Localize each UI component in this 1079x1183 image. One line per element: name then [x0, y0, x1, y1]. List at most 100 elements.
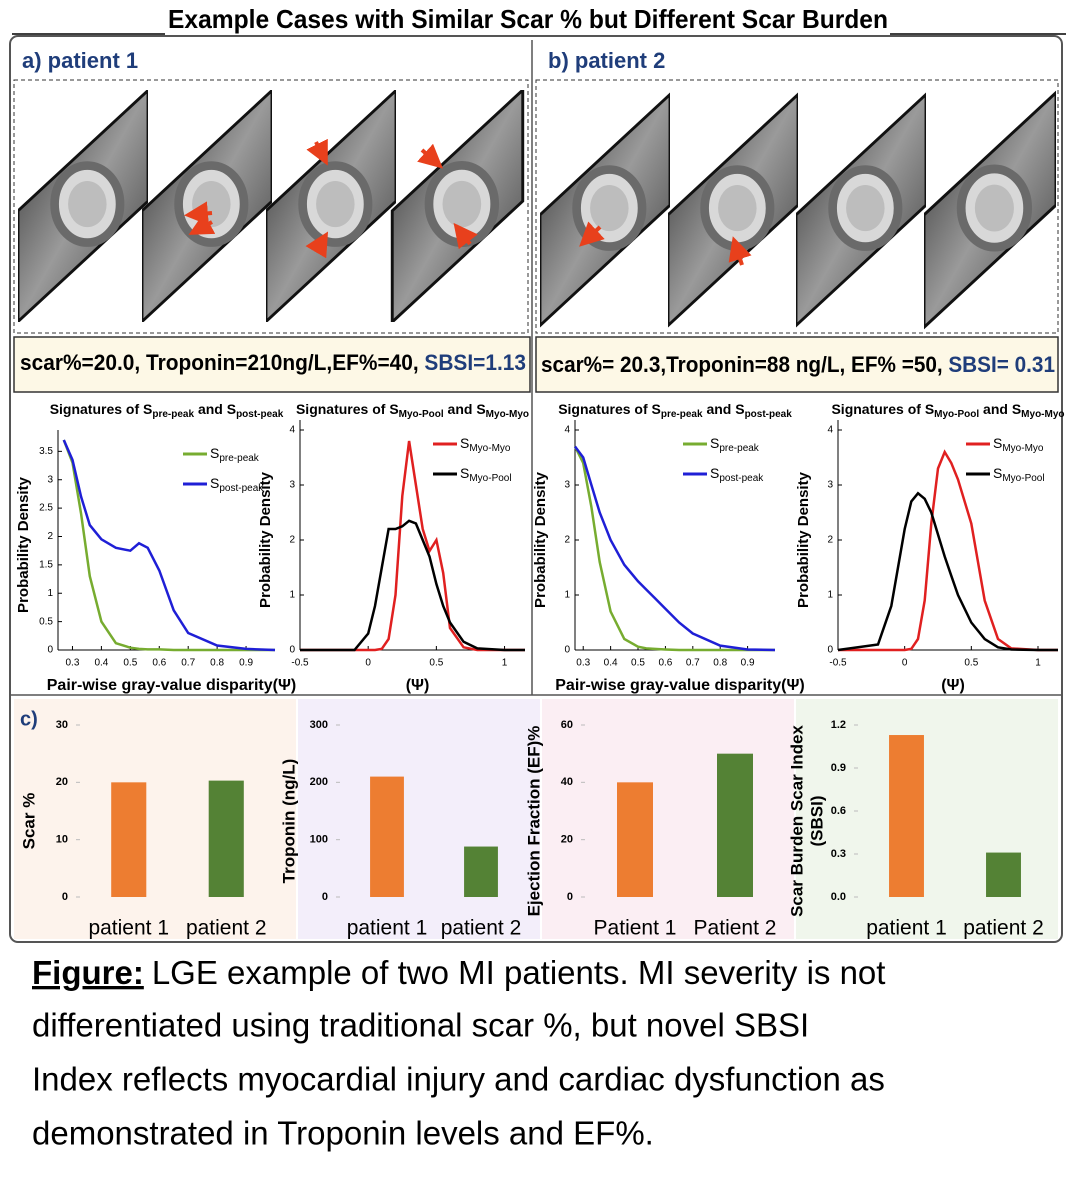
- y-tick-label: 0: [289, 645, 295, 656]
- bar: [111, 782, 147, 897]
- series-line: [837, 491, 1058, 652]
- y-tick-label: 60: [561, 719, 573, 731]
- legend-label: SMyo-Pool: [460, 465, 512, 484]
- series-line: [62, 439, 275, 652]
- x-axis-label: Pair-wise gray-value disparity(Ψ): [555, 677, 804, 694]
- panel-bg: [14, 699, 296, 939]
- legend-label: SMyo-Myo: [993, 435, 1044, 454]
- x-tick-label: Patient 2: [694, 917, 777, 940]
- y-tick-label: 0: [564, 645, 570, 656]
- chart-title: Signatures of Spre-peak and Spost-peak: [50, 401, 284, 420]
- y-tick-label: 2: [564, 535, 570, 546]
- y-tick-label: 2: [289, 535, 295, 546]
- text-part: S: [993, 465, 1002, 481]
- x-tick-label: 0.9: [741, 658, 755, 669]
- y-tick-label: 0: [62, 891, 68, 903]
- y-tick-label: 300: [310, 719, 328, 731]
- x-tick-label: 0: [902, 658, 908, 669]
- text-part: S: [460, 465, 469, 481]
- series-line: [300, 440, 525, 652]
- x-tick-label: 1: [502, 658, 508, 669]
- y-tick-label: 1.2: [831, 719, 846, 731]
- text-part: Signatures of S: [296, 401, 399, 417]
- x-tick-label: -0.5: [829, 658, 847, 669]
- y-tick-label: 1: [47, 588, 53, 599]
- y-tick-label: 3: [827, 480, 833, 491]
- panel-bg: [298, 699, 540, 939]
- y-axis-label: Scar Burden Scar Index: [787, 725, 806, 917]
- legend-label: SMyo-Myo: [460, 435, 511, 454]
- x-tick-label: 0.5: [964, 658, 978, 669]
- x-axis-label: Pair-wise gray-value disparity(Ψ): [47, 677, 296, 694]
- series-line: [62, 439, 276, 652]
- subscript: pre-peak: [719, 443, 759, 454]
- x-tick-label: patient 1: [347, 917, 428, 940]
- x-tick-label: patient 2: [441, 917, 522, 940]
- x-tick-label: patient 1: [866, 917, 947, 940]
- y-axis-label: (SBSI): [807, 796, 826, 847]
- subscript: Myo-Myo: [469, 443, 511, 454]
- subscript: pre-peak: [219, 453, 259, 464]
- bar: [889, 735, 924, 897]
- caption-text: LGE example of two MI patients. MI sever…: [152, 954, 886, 991]
- panel-label: a) patient 1: [22, 48, 138, 73]
- subscript: post-peak: [236, 409, 284, 420]
- y-tick-label: 0.5: [39, 616, 53, 627]
- panel-label: c): [20, 708, 38, 730]
- x-tick-label: 0.9: [239, 658, 253, 669]
- subscript: Myo-Pool: [934, 409, 979, 420]
- caption-label: Figure:: [32, 954, 144, 991]
- y-tick-label: 0: [567, 891, 573, 903]
- legend-label: Spre-peak: [210, 445, 260, 464]
- y-tick-label: 10: [56, 834, 68, 846]
- chart-title: Signatures of SMyo-Pool and SMyo-Myo: [296, 401, 529, 420]
- stats: scar%=20.0, Troponin=210ng/L,EF%=40,: [20, 350, 419, 375]
- y-tick-label: 3: [289, 480, 295, 491]
- y-tick-label: 0.0: [831, 891, 846, 903]
- y-axis-label: Scar %: [19, 793, 38, 850]
- subscript: post-peak: [219, 483, 264, 494]
- text-part: Signatures of S: [558, 401, 661, 417]
- sbsi: SBSI= 0.31: [948, 352, 1055, 377]
- x-tick-label: patient 2: [186, 917, 267, 940]
- x-tick-label: 0.7: [686, 658, 700, 669]
- frame: [9, 35, 1063, 943]
- subscript: Myo-Myo: [486, 409, 529, 420]
- x-tick-label: 0.5: [123, 658, 137, 669]
- subscript: post-peak: [719, 473, 764, 484]
- y-tick-label: 0: [47, 645, 53, 656]
- text-part: S: [210, 475, 219, 491]
- text-part: S: [210, 445, 219, 461]
- subscript: post-peak: [745, 409, 793, 420]
- x-tick-label: 1: [1035, 658, 1041, 669]
- y-tick-label: 20: [56, 776, 68, 788]
- legend-label: Spost-peak: [210, 475, 264, 494]
- stats-text: scar%= 20.3,Troponin=88 ng/L, EF% =50,SB…: [541, 352, 1055, 377]
- x-tick-label: 0.8: [713, 658, 727, 669]
- y-tick-label: 0: [827, 645, 833, 656]
- arrows: [184, 138, 752, 266]
- subscript: pre-peak: [661, 409, 703, 420]
- text-part: and S: [444, 401, 486, 417]
- bar: [986, 852, 1021, 897]
- y-tick-label: 0: [322, 891, 328, 903]
- y-tick-label: 1: [564, 590, 570, 601]
- legend-label: Spre-peak: [710, 435, 760, 454]
- stats-box: [13, 336, 531, 393]
- panel-label: b) patient 2: [548, 48, 665, 73]
- legend-label: SMyo-Pool: [993, 465, 1045, 484]
- text-part: S: [710, 435, 719, 451]
- text-part: S: [460, 435, 469, 451]
- x-axis-label: (Ψ): [406, 677, 430, 694]
- legend-label: Spost-peak: [710, 465, 764, 484]
- y-tick-label: 0.3: [831, 848, 846, 860]
- figure-title: Example Cases with Similar Scar % but Di…: [168, 4, 888, 34]
- x-tick-label: patient 2: [963, 917, 1044, 940]
- y-tick-label: 2.5: [39, 503, 53, 514]
- x-tick-label: 0.8: [210, 658, 224, 669]
- x-tick-label: Patient 1: [594, 917, 677, 940]
- y-axis-label: Probability Density: [15, 476, 32, 613]
- x-tick-label: 0: [365, 658, 371, 669]
- chart-title: Signatures of SMyo-Pool and SMyo-Myo: [831, 401, 1064, 420]
- subscript: Myo-Myo: [1002, 443, 1044, 454]
